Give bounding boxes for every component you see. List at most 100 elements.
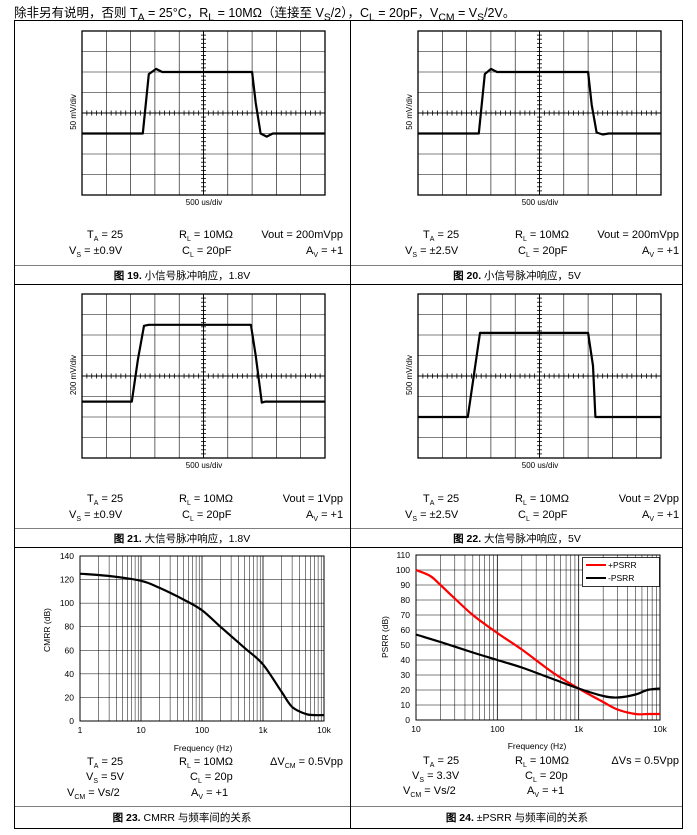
legend-box (582, 557, 660, 587)
test-conditions: TA = 25 RL = 10MΩ ΔVCM = 0.5Vpp VS = 5V … (67, 756, 343, 801)
figure-caption: 图 20. 小信号脉冲响应，5V (453, 269, 581, 282)
y-axis-label: 200 mV/div (69, 355, 78, 395)
y-axis-label: CMRR (dB) (42, 608, 52, 652)
param-rl: RL = 10MΩ (179, 493, 233, 507)
y-tick-label: 20 (65, 692, 75, 702)
y-tick-label: 40 (65, 669, 75, 679)
scope-plot-fig22 (417, 293, 662, 459)
table-outer-border (14, 20, 683, 829)
y-axis-label: PSRR (dB) (380, 616, 390, 658)
param-av: AV = +1 (642, 245, 679, 259)
param-cl: CL = 20pF (518, 509, 568, 523)
test-conditions: TA = 25 RL = 10MΩ Vout = 1Vpp VS = ±0.9V… (69, 493, 343, 523)
plot-frame (417, 30, 662, 196)
param-vs: VS = ±2.5V (405, 509, 459, 523)
y-tick-label: 60 (65, 645, 75, 655)
conditions-header: 除非另有说明，否则 TA = 25°C，RL = 10MΩ（连接至 VS/2），… (14, 6, 516, 24)
param-vs: VS = ±0.9V (69, 509, 123, 523)
y-axis-label: 50 mV/div (405, 94, 414, 130)
x-tick-label: 100 (490, 724, 504, 734)
param-rl: RL = 10MΩ (515, 755, 569, 769)
series-line-vout (418, 331, 661, 419)
cmrr-plot: 0 20 40 60 80 100 120 140 1 10 100 1k 10k (60, 551, 332, 735)
plot-frame (415, 554, 661, 721)
test-conditions: TA = 25 RL = 10MΩ ΔVs = 0.5Vpp VS = 3.3V… (403, 755, 679, 799)
scope-plot-fig21 (81, 293, 326, 459)
x-tick-label: 1k (259, 725, 269, 735)
y-tick-label: 70 (401, 610, 411, 620)
test-conditions: TA = 25 RL = 10MΩ Vout = 200mVpp VS = ±2… (405, 229, 679, 259)
param-cl: CL = 20pF (518, 245, 568, 259)
test-conditions: TA = 25 RL = 10MΩ Vout = 200mVpp VS = ±0… (69, 229, 343, 259)
param-rl: RL = 10MΩ (179, 229, 233, 243)
y-tick-label: 50 (401, 640, 411, 650)
figure-caption: 图 19. 小信号脉冲响应，1.8V (114, 269, 251, 282)
y-tick-label: 90 (401, 580, 411, 590)
legend-label-neg-psrr: -PSRR (608, 573, 634, 583)
param-output: ΔVCM = 0.5Vpp (270, 756, 343, 770)
y-tick-label: 30 (401, 670, 411, 680)
plot-frame (81, 293, 326, 459)
x-tick-label: 1 (78, 725, 83, 735)
param-cl: CL = 20p (190, 771, 233, 785)
param-ta: TA = 25 (87, 493, 123, 507)
panel-fig21: 200 mV/div 500 us/div TA = 25 RL = 10MΩ … (69, 293, 343, 545)
y-axis-label: 500 mV/div (405, 355, 414, 395)
param-ta: TA = 25 (423, 229, 459, 243)
param-vs: VS = ±0.9V (69, 245, 123, 259)
x-axis-label: 500 us/div (522, 198, 558, 207)
y-tick-label: 10 (401, 700, 411, 710)
figure-caption: 图 24. ±PSRR 与频率间的关系 (446, 811, 588, 824)
series-line-psrr (415, 568, 660, 716)
plot-frame (81, 30, 326, 196)
param-vs: VS = ±2.5V (405, 245, 459, 259)
x-axis-label: 500 us/div (522, 461, 558, 470)
y-axis-label: 50 mV/div (69, 94, 78, 130)
param-vcm: VCM = Vs/2 (67, 787, 120, 801)
legend: +PSRR -PSRR (582, 557, 660, 587)
param-vcm: VCM = Vs/2 (403, 785, 456, 799)
x-tick-label: 10k (317, 725, 331, 735)
param-vs: VS = 5V (86, 771, 125, 785)
x-tick-label: 10k (653, 724, 667, 734)
param-av: AV = +1 (642, 509, 679, 523)
series-line-vout (82, 323, 325, 404)
x-tick-label: 10 (411, 724, 421, 734)
scope-plot-fig19 (81, 30, 326, 196)
param-rl: RL = 10MΩ (179, 756, 233, 770)
test-conditions: TA = 25 RL = 10MΩ Vout = 2Vpp VS = ±2.5V… (405, 493, 679, 523)
y-tick-label: 20 (401, 685, 411, 695)
x-axis-label: Frequency (Hz) (174, 743, 233, 753)
x-axis-label: Frequency (Hz) (508, 741, 567, 751)
param-av: AV = +1 (191, 787, 228, 801)
x-tick-label: 100 (195, 725, 209, 735)
figure-caption: 图 22. 大信号脉冲响应，5V (453, 532, 581, 545)
x-tick-label: 10 (136, 725, 146, 735)
y-tick-label: 0 (69, 716, 74, 726)
param-vs: VS = 3.3V (412, 770, 460, 784)
param-av: AV = +1 (306, 509, 343, 523)
param-output: Vout = 200mVpp (261, 229, 343, 241)
x-tick-label: 1k (574, 724, 584, 734)
param-ta: TA = 25 (423, 493, 459, 507)
y-tick-label: 100 (60, 598, 74, 608)
y-tick-label: 0 (405, 715, 410, 725)
y-tick-label: 80 (65, 622, 75, 632)
panel-fig22: 500 mV/div 500 us/div TA = 25 RL = 10MΩ … (405, 293, 679, 545)
param-av: AV = +1 (527, 785, 564, 799)
param-rl: RL = 10MΩ (515, 229, 569, 243)
scope-plot-fig20 (417, 30, 662, 196)
x-axis-label: 500 us/div (186, 461, 222, 470)
param-output: Vout = 2Vpp (619, 493, 679, 505)
y-tick-label: 80 (401, 595, 411, 605)
param-ta: TA = 25 (87, 229, 123, 243)
y-tick-label: 100 (396, 565, 410, 575)
param-output: Vout = 1Vpp (283, 493, 343, 505)
y-tick-label: 40 (401, 655, 411, 665)
series-line-cmrr (79, 572, 325, 717)
plot-frame (417, 293, 662, 459)
